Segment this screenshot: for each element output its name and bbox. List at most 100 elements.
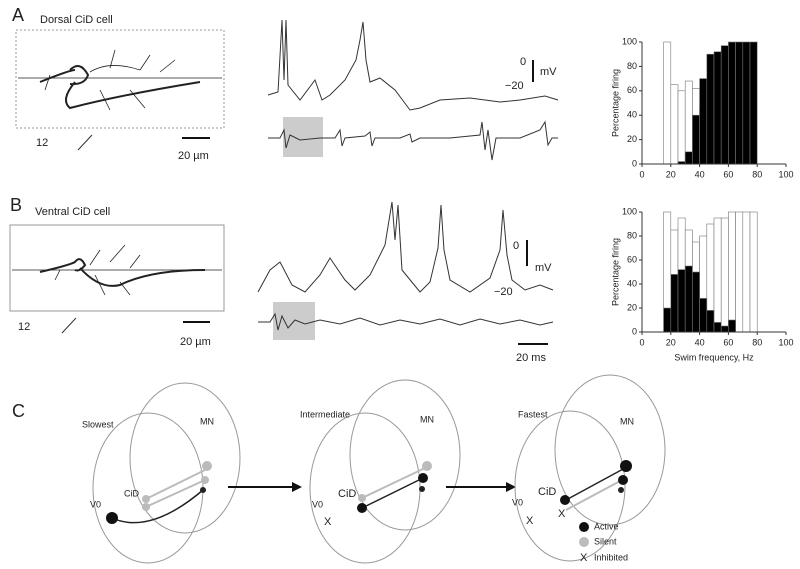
inhibited-mark: X xyxy=(324,516,332,528)
legend-label: Inhibited xyxy=(594,552,628,562)
y-axis-label: Percentage firing xyxy=(610,69,620,137)
v-top: 0 xyxy=(513,240,519,252)
panel-letter: C xyxy=(12,401,25,421)
y-tick-label: 80 xyxy=(627,230,637,240)
y-tick-label: 60 xyxy=(627,254,637,264)
cell-label: Dorsal CiD cell xyxy=(40,14,113,26)
x-tick-label: 40 xyxy=(695,169,705,179)
y-tick-label: 20 xyxy=(627,302,637,312)
segment-label: 12 xyxy=(36,137,48,149)
scale-label: 20 µm xyxy=(178,150,209,162)
bar xyxy=(742,41,751,165)
bar xyxy=(692,114,700,165)
y-tick-label: 100 xyxy=(622,36,637,46)
bar xyxy=(677,90,686,165)
bar xyxy=(735,41,744,165)
inhibited-mark: X xyxy=(526,515,534,527)
cid-label: CiD xyxy=(124,488,139,498)
spike-trace xyxy=(268,120,558,161)
bar xyxy=(670,274,679,333)
bar xyxy=(663,41,672,165)
v0-label: V0 xyxy=(90,499,101,509)
bar xyxy=(720,45,729,165)
x-tick-label: 60 xyxy=(723,337,733,347)
cid-label: CiD xyxy=(338,488,356,500)
bar xyxy=(713,322,722,333)
bar xyxy=(749,41,758,165)
cid-label: CiD xyxy=(538,486,556,498)
mn-label: MN xyxy=(620,416,634,426)
y-tick-label: 40 xyxy=(627,110,637,120)
x-tick-label: 100 xyxy=(778,337,793,347)
x-tick-label: 20 xyxy=(666,169,676,179)
speed-label: Intermediate xyxy=(300,409,350,419)
bar xyxy=(749,211,758,333)
bar xyxy=(677,269,686,333)
x-tick-label: 100 xyxy=(778,169,793,179)
v-unit: mV xyxy=(540,66,557,78)
x-tick-label: 20 xyxy=(666,337,676,347)
y-axis-label: Percentage firing xyxy=(610,238,620,306)
y-tick-label: 0 xyxy=(632,326,637,336)
neuron-box xyxy=(15,29,225,129)
x-tick-label: 60 xyxy=(723,169,733,179)
bar xyxy=(720,217,729,333)
x-axis-label: Swim frequency, Hz xyxy=(674,352,754,362)
scale-label: 20 µm xyxy=(180,336,211,348)
speed-label: Slowest xyxy=(82,419,114,429)
v0-label: V0 xyxy=(512,497,523,507)
inhibited-mark: X xyxy=(558,508,566,520)
bar xyxy=(706,53,715,165)
x-tick-label: 40 xyxy=(695,337,705,347)
bar xyxy=(692,271,700,333)
mn-label: MN xyxy=(420,414,434,424)
y-tick-label: 40 xyxy=(627,278,637,288)
bar xyxy=(684,151,693,165)
neuron-box xyxy=(9,224,225,312)
legend-label: Active xyxy=(594,521,619,531)
circuit-slowest xyxy=(92,382,241,564)
voltage-trace xyxy=(267,19,559,111)
spike-trace xyxy=(258,312,554,331)
v0-label: V0 xyxy=(312,499,323,509)
legend: Active Silent X Inhibited xyxy=(579,521,628,564)
bar xyxy=(720,325,729,333)
bar xyxy=(684,265,693,333)
time-scale: 20 ms xyxy=(516,352,546,364)
segment-label: 12 xyxy=(18,321,30,333)
bar xyxy=(663,307,672,333)
bar xyxy=(742,211,751,333)
y-tick-label: 0 xyxy=(632,158,637,168)
x-tick-label: 80 xyxy=(752,337,762,347)
bar xyxy=(735,211,744,333)
bar xyxy=(706,310,715,333)
bar xyxy=(699,298,708,333)
bar xyxy=(728,211,736,333)
circuit-intermediate xyxy=(309,379,461,564)
y-tick-label: 60 xyxy=(627,85,637,95)
legend-label: Silent xyxy=(594,536,617,546)
cell-label: Ventral CiD cell xyxy=(35,206,110,218)
speed-label: Fastest xyxy=(518,409,548,419)
panel-letter: A xyxy=(12,5,24,25)
bar xyxy=(713,217,722,333)
x-tick-label: 0 xyxy=(639,337,644,347)
mn-label: MN xyxy=(200,416,214,426)
neuron-drawing xyxy=(12,244,222,296)
y-tick-label: 80 xyxy=(627,61,637,71)
bar xyxy=(728,41,736,165)
y-tick-label: 100 xyxy=(622,206,637,216)
neuron-drawing xyxy=(18,49,222,111)
panel-letter: B xyxy=(10,195,22,215)
v-bottom: −20 xyxy=(494,286,513,298)
bar xyxy=(713,51,722,165)
voltage-trace xyxy=(257,201,554,293)
x-tick-label: 80 xyxy=(752,169,762,179)
v-top: 0 xyxy=(520,56,526,68)
bar xyxy=(670,84,679,165)
legend-mark: X xyxy=(580,552,588,564)
x-tick-label: 0 xyxy=(639,169,644,179)
y-tick-label: 20 xyxy=(627,134,637,144)
v-bottom: −20 xyxy=(505,80,524,92)
